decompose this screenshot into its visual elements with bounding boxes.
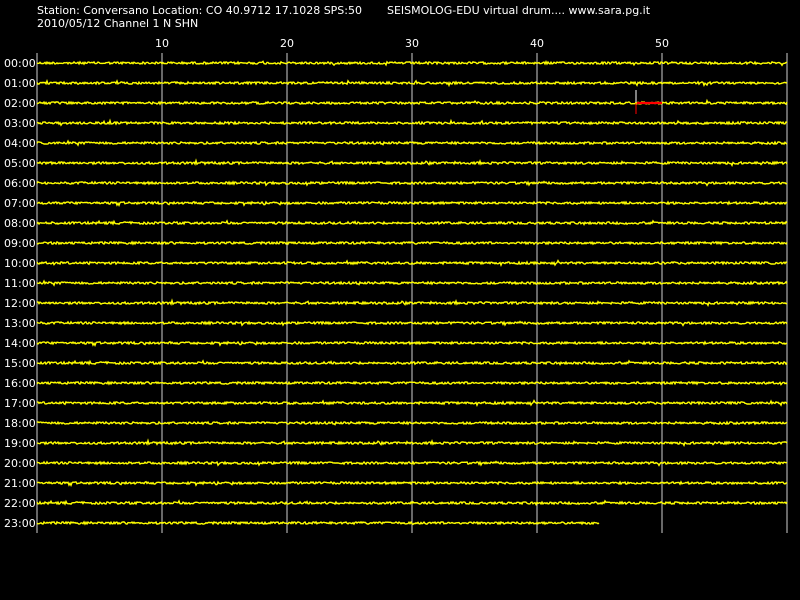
trace-line — [36, 219, 788, 227]
trace-line — [36, 118, 788, 127]
hour-label: 03:00 — [4, 117, 36, 130]
minute-tick-label: 20 — [280, 37, 294, 50]
minute-tick-label: 30 — [405, 37, 419, 50]
app-title-text: SEISMOLOG-EDU virtual drum.... www.sara.… — [387, 4, 651, 17]
hour-label: 18:00 — [4, 417, 36, 430]
trace-line — [36, 320, 788, 327]
trace-line — [36, 79, 788, 88]
hour-label: 22:00 — [4, 497, 36, 510]
hour-label: 19:00 — [4, 437, 36, 450]
trace-line — [36, 438, 788, 447]
trace-line — [36, 399, 788, 407]
station-info-text: Station: Conversano Location: CO 40.9712… — [37, 4, 362, 17]
hour-label: 02:00 — [4, 97, 36, 110]
date-channel-text: 2010/05/12 Channel 1 N SHN — [37, 17, 199, 30]
hour-label: 21:00 — [4, 477, 36, 490]
trace-line — [36, 180, 788, 187]
minute-tick-label: 40 — [530, 37, 544, 50]
trace-line — [36, 158, 788, 167]
trace-line — [36, 139, 788, 147]
trace-line — [36, 240, 788, 246]
hour-label: 09:00 — [4, 237, 36, 250]
trace-line — [36, 259, 788, 267]
trace-line — [36, 520, 600, 526]
hour-label: 01:00 — [4, 77, 36, 90]
trace-line — [36, 460, 788, 467]
hour-label: 20:00 — [4, 457, 36, 470]
hour-label: 11:00 — [4, 277, 36, 290]
trace-line — [36, 359, 788, 367]
hour-label: 17:00 — [4, 397, 36, 410]
trace-line — [36, 380, 788, 386]
hour-label: 04:00 — [4, 137, 36, 150]
hour-label: 23:00 — [4, 517, 36, 530]
hour-label: 10:00 — [4, 257, 36, 270]
hour-label: 12:00 — [4, 297, 36, 310]
hour-label: 08:00 — [4, 217, 36, 230]
trace-line — [36, 420, 788, 426]
trace-line — [36, 340, 788, 348]
trace-line — [36, 200, 788, 208]
trace-line — [36, 279, 788, 287]
hour-label: 07:00 — [4, 197, 36, 210]
hour-label: 15:00 — [4, 357, 36, 370]
trace-line — [37, 298, 788, 307]
trace-line — [36, 480, 788, 488]
hour-label: 13:00 — [4, 317, 36, 330]
hour-label: 16:00 — [4, 377, 36, 390]
minute-tick-label: 10 — [155, 37, 169, 50]
trace-line — [36, 499, 788, 507]
hour-label: 06:00 — [4, 177, 36, 190]
hour-label: 14:00 — [4, 337, 36, 350]
hour-label: 05:00 — [4, 157, 36, 170]
trace-line — [37, 60, 788, 67]
hour-label: 00:00 — [4, 57, 36, 70]
minute-tick-label: 50 — [655, 37, 669, 50]
